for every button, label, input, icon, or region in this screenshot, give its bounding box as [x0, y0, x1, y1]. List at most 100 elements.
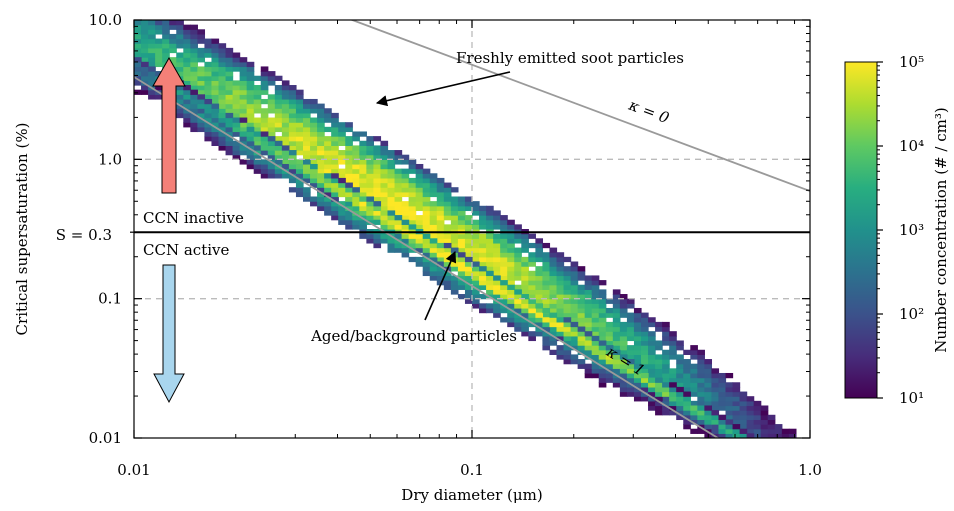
heatmap-cell [739, 424, 748, 430]
heatmap-cell [753, 419, 762, 425]
heatmap-cell [464, 298, 473, 304]
heatmap-cell [408, 201, 417, 207]
heatmap-cell [190, 52, 198, 58]
heatmap-cell [535, 303, 544, 309]
heatmap-cell [408, 177, 417, 184]
heatmap-cell [373, 215, 382, 221]
heatmap-cell [387, 154, 396, 160]
heatmap-cell [500, 224, 508, 230]
heatmap-cell [267, 126, 276, 133]
heatmap-cell [366, 233, 375, 239]
heatmap-cell [436, 256, 445, 263]
heatmap-cell [373, 210, 382, 216]
heatmap-cell [493, 266, 501, 272]
heatmap-cell [577, 331, 586, 337]
heatmap-cell [267, 145, 276, 151]
heatmap-cell [183, 38, 191, 44]
heatmap-cell [619, 331, 628, 337]
heatmap-cell [542, 298, 551, 304]
heatmap-cell [767, 433, 776, 438]
heatmap-cell [563, 331, 572, 337]
heatmap-cell [246, 131, 255, 137]
heatmap-cell [225, 85, 234, 91]
heatmap-cell [556, 317, 565, 323]
heatmap-cell [141, 52, 149, 58]
heatmap-cell [697, 363, 705, 369]
heatmap-cell [317, 163, 325, 170]
heatmap-cell [310, 140, 318, 146]
heatmap-cell [211, 131, 220, 137]
heatmap-cell [436, 215, 445, 221]
heatmap-cell [422, 238, 431, 244]
heatmap-cell [528, 312, 536, 318]
heatmap-cell [176, 57, 184, 63]
heatmap-cell [394, 177, 403, 184]
heatmap-cell [408, 168, 417, 174]
heatmap-cell [486, 280, 494, 286]
heatmap-cell [331, 215, 339, 221]
heatmap-cell [464, 284, 473, 290]
heatmap-cell [612, 335, 621, 342]
heatmap-cell [570, 284, 579, 290]
heatmap-cell [542, 307, 551, 314]
heatmap-cell [436, 210, 445, 216]
heatmap-cell [345, 150, 353, 156]
heatmap-cell [267, 140, 276, 146]
heatmap-cell [190, 57, 198, 63]
heatmap-cell [774, 428, 783, 434]
heatmap-cell [521, 242, 529, 249]
heatmap-cell [260, 98, 269, 105]
heatmap-cell [500, 307, 508, 314]
heatmap-cell [295, 126, 304, 133]
heatmap-cell [464, 289, 473, 295]
heatmap-cell [141, 71, 149, 77]
heatmap-cell [549, 247, 558, 253]
heatmap-cell [274, 154, 283, 160]
heatmap-cell [183, 117, 191, 123]
heatmap-cell [190, 43, 198, 49]
heatmap-cell [676, 410, 684, 416]
heatmap-cell [303, 196, 311, 202]
heatmap-cell [317, 154, 325, 160]
heatmap-cell [436, 182, 445, 188]
heatmap-cell [401, 159, 410, 165]
heatmap-cell [486, 289, 494, 295]
heatmap-cell [549, 280, 558, 286]
heatmap-cell [253, 168, 262, 174]
heatmap-cell [732, 410, 741, 416]
heatmap-cell [570, 270, 579, 277]
heatmap-cell [190, 112, 198, 119]
heatmap-cell [486, 205, 494, 212]
heatmap-cell [429, 242, 438, 249]
heatmap-cell [274, 98, 283, 105]
heatmap-cell [253, 98, 262, 105]
heatmap-cell [704, 419, 713, 425]
heatmap-cell [577, 340, 586, 346]
heatmap-cell [281, 112, 290, 119]
heatmap-cell [310, 150, 318, 156]
heatmap-cell [493, 307, 501, 314]
heatmap-cell [746, 414, 755, 421]
heatmap-cell [521, 238, 529, 244]
heatmap-cell [352, 210, 360, 216]
heatmap-cell [436, 219, 445, 225]
heatmap-cell [190, 98, 198, 105]
heatmap-cell [683, 410, 691, 416]
heatmap-cell [570, 303, 579, 309]
heatmap-cell [739, 405, 748, 411]
heatmap-cell [338, 150, 346, 156]
heatmap-cell [303, 122, 311, 128]
heatmap-cell [176, 29, 184, 35]
heatmap-cell [260, 173, 269, 179]
heatmap-cell [436, 266, 445, 272]
heatmap-cell [676, 377, 684, 383]
heatmap-cell [563, 326, 572, 332]
heatmap-cell [373, 201, 382, 207]
heatmap-cell [648, 377, 656, 383]
heatmap-cell [457, 266, 466, 272]
heatmap-cell [662, 410, 670, 416]
heatmap-cell [549, 307, 558, 314]
heatmap-cell [288, 126, 297, 133]
heatmap-cell [394, 187, 403, 193]
heatmap-cell [169, 24, 177, 30]
